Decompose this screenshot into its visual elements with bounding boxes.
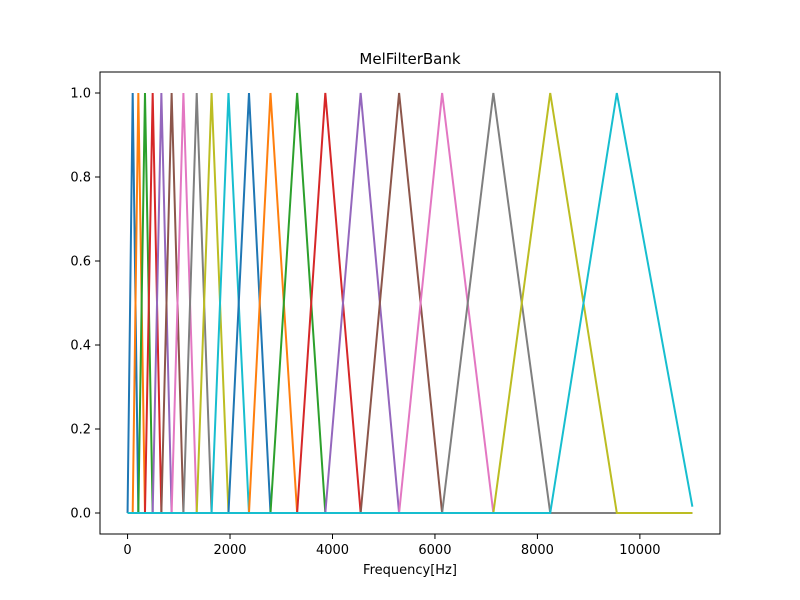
- y-tick-label: 0.6: [70, 255, 91, 270]
- axes: 0 2000 4000 6000 8000 10000 0.0 0.2 0.4 0.6 0.8 1.0: [70, 71, 721, 558]
- x-axis-label: Frequency[Hz]: [363, 563, 457, 578]
- x-tick-label: 2000: [213, 543, 246, 558]
- x-tick-label: 0: [123, 543, 131, 558]
- y-tick-label: 0.2: [70, 423, 91, 438]
- y-tick-label: 0.0: [70, 507, 91, 522]
- chart-title: MelFilterBank: [359, 50, 460, 68]
- y-tick-label: 0.4: [70, 339, 91, 354]
- x-tick-label: 10000: [619, 543, 660, 558]
- y-tick-label: 1.0: [70, 87, 91, 102]
- y-tick-label: 0.8: [70, 171, 91, 186]
- plot-frame: [99, 71, 721, 535]
- x-tick-label: 6000: [418, 543, 451, 558]
- plot-area: [126, 92, 694, 514]
- filter-line-20: [127, 92, 694, 514]
- x-tick-label: 8000: [521, 543, 554, 558]
- x-tick-label: 4000: [316, 543, 349, 558]
